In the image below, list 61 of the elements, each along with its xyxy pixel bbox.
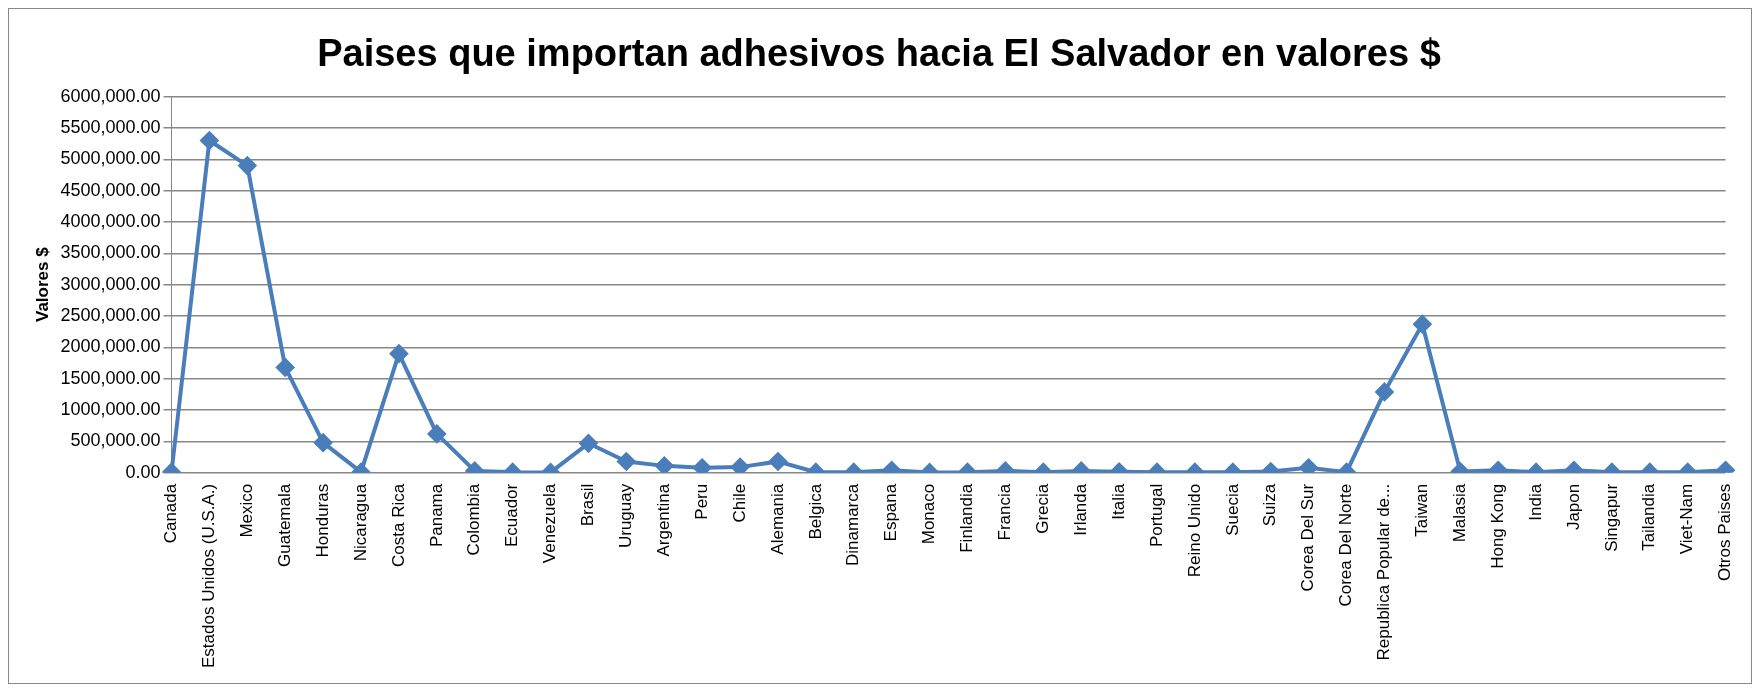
point	[238, 156, 257, 175]
x-tick-label: Corea Del Sur	[1298, 483, 1318, 592]
x-tick-label: Colombia	[464, 483, 484, 556]
x-tick-label: Ecuador	[502, 483, 522, 548]
x-tick-label: Malasia	[1449, 483, 1469, 543]
y-tick-label: 5000,000.00	[60, 148, 161, 169]
y-tick-label: 2000,000.00	[60, 336, 161, 357]
x-tick-label: Canada	[161, 483, 181, 544]
y-tick-label: 6000,000.00	[60, 85, 161, 106]
x-tick-label: Nicaragua	[350, 483, 370, 562]
x-tick-label: Otros Paises	[1715, 483, 1735, 582]
y-tick-label: 3000,000.00	[60, 273, 161, 294]
x-tick-label: Chile	[729, 483, 749, 523]
y-tick-label: 3500,000.00	[60, 242, 161, 263]
x-tick-label: Monaco	[919, 483, 939, 545]
x-tick-label: Italia	[1108, 483, 1128, 520]
x-tick-label: Belgica	[805, 483, 825, 540]
point	[200, 131, 219, 150]
x-tick-label: Viet-Nam	[1677, 483, 1697, 555]
y-tick-label: 4000,000.00	[60, 210, 161, 231]
x-tick-label: Alemania	[767, 483, 787, 555]
x-tick-label: Singapur	[1601, 483, 1621, 552]
x-tick-label: Finlandia	[957, 483, 977, 553]
point	[693, 458, 712, 473]
x-tick-label: India	[1525, 483, 1545, 521]
x-tick-label: Taiwan	[1412, 483, 1432, 537]
x-tick-label: Mexico	[237, 483, 256, 538]
x-tick-label: Argentina	[653, 483, 673, 557]
x-tick-label: Venezuela	[540, 483, 560, 564]
x-tick-label: Francia	[995, 483, 1015, 541]
x-tick-label: Espana	[881, 483, 901, 542]
y-tick-label: 1500,000.00	[60, 367, 161, 388]
x-tick-label: Grecia	[1033, 483, 1052, 534]
y-axis-title: Valores $	[32, 246, 52, 323]
x-tick-label: Portugal	[1146, 483, 1166, 548]
chart-title: Paises que importan adhesivos hacia El Salvador en valores $	[317, 32, 1441, 75]
x-tick-label: Costa Rica	[388, 483, 408, 567]
x-tick-label: Suiza	[1260, 483, 1280, 527]
y-tick-label: 5500,000.00	[60, 116, 161, 137]
x-tick-label: Irlanda	[1070, 483, 1090, 536]
y-tick-label: 1000,000.00	[60, 399, 161, 420]
y-tick-label: 2500,000.00	[60, 305, 161, 325]
x-tick-label: Peru	[691, 483, 711, 520]
x-tick-label: Republica Popular de...	[1374, 483, 1394, 661]
x-tick-label: Hong Kong	[1487, 483, 1507, 569]
x-tick-label: Reino Unido	[1184, 483, 1204, 578]
x-tick-label: Japon	[1563, 483, 1583, 531]
x-tick-label: Tailandia	[1639, 483, 1659, 551]
x-tick-label: Panama	[426, 483, 446, 548]
x-tick-label: Estados Unidos (U.S.A.)	[199, 483, 219, 669]
y-tick-label: 0.00	[125, 461, 161, 482]
x-tick-label: Uruguay	[616, 483, 636, 549]
x-tick-label: Honduras	[312, 483, 332, 558]
x-tick-label: Corea Del Norte	[1336, 483, 1356, 607]
y-tick-label: 4500,000.00	[60, 179, 161, 200]
point	[1299, 458, 1318, 473]
x-tick-label: Guatemala	[274, 483, 294, 567]
x-tick-label: Dinamarca	[843, 483, 863, 566]
x-tick-label: Suecia	[1222, 483, 1242, 536]
x-tick-label: Brasil	[578, 483, 598, 527]
y-tick-label: 500,000.00	[70, 430, 161, 451]
